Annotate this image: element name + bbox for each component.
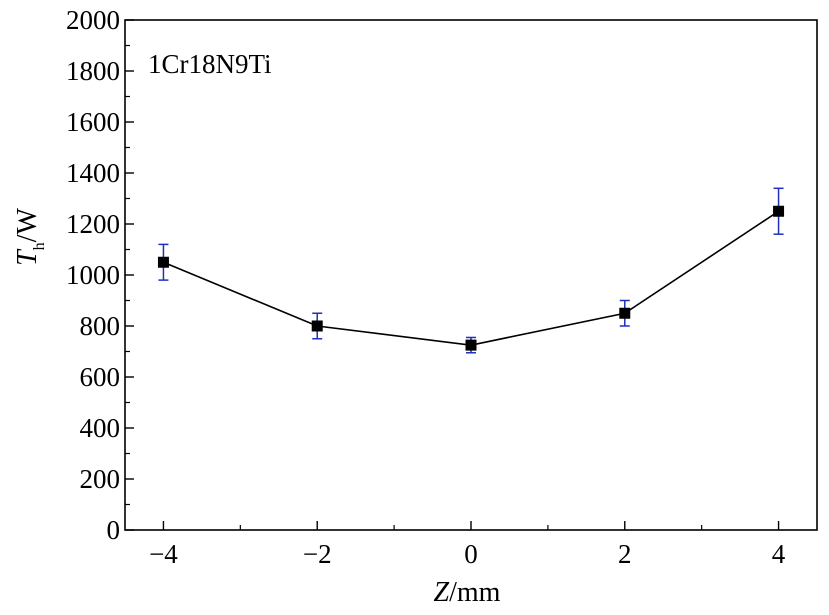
- x-tick-label: 0: [464, 539, 478, 569]
- data-point-marker: [311, 320, 323, 332]
- y-tick-label: 1200: [66, 209, 120, 239]
- y-tick-label: 1400: [66, 158, 120, 188]
- x-axis-title: Z/mm: [434, 577, 501, 608]
- x-axis-title-symbol: Z: [434, 577, 450, 608]
- data-point-marker: [465, 339, 477, 351]
- tick-labels: 0 200 400 600 800 1000 1200 1400 1600 1800 2000 −4 −…: [66, 5, 786, 569]
- data-point-marker: [619, 307, 631, 319]
- x-tick-label: 2: [618, 539, 632, 569]
- data-point-marker: [773, 205, 785, 217]
- y-axis-title-subscript: h: [31, 242, 48, 250]
- y-tick-label: 1800: [66, 56, 120, 86]
- y-axis-title-unit: /W: [12, 208, 43, 243]
- y-axis-title-symbol: T: [12, 248, 43, 266]
- y-tick-label: 800: [80, 311, 121, 341]
- ticks: [125, 19, 780, 531]
- y-tick-label: 0: [107, 515, 121, 545]
- x-axis-title-unit: /mm: [449, 577, 501, 608]
- y-tick-label: 400: [80, 413, 121, 443]
- y-tick-label: 1000: [66, 260, 120, 290]
- series-line: [163, 210, 780, 346]
- x-tick-label: −4: [149, 539, 178, 569]
- axes: [124, 19, 818, 531]
- y-tick-label: 2000: [66, 5, 120, 35]
- y-tick-label: 1600: [66, 107, 120, 137]
- y-tick-label: 200: [80, 464, 121, 494]
- x-tick-label: 4: [772, 539, 786, 569]
- series: [157, 187, 785, 354]
- x-tick-label: −2: [303, 539, 332, 569]
- plot-frame: [124, 19, 818, 531]
- y-tick-label: 600: [80, 362, 121, 392]
- data-point-marker: [157, 256, 169, 268]
- annotation-label: 1Cr18N9Ti: [148, 49, 272, 79]
- y-axis-title: Th/W: [12, 208, 48, 266]
